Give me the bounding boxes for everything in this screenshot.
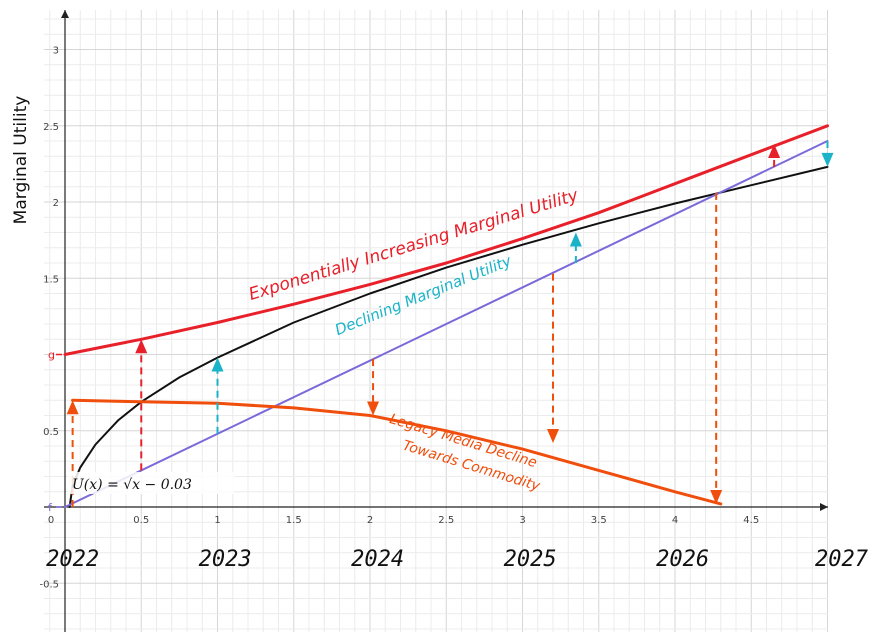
x-tick-label: 1 bbox=[214, 515, 220, 526]
arrowhead-icon bbox=[569, 232, 582, 247]
year-label: 2026 bbox=[656, 547, 709, 572]
series-line-sqrt bbox=[68, 165, 829, 508]
y-tick-label: 1.5 bbox=[43, 274, 59, 285]
x-tick-label: 1.5 bbox=[286, 515, 302, 526]
x-tick-label: 0 bbox=[48, 515, 54, 526]
series-line-linear bbox=[64, 140, 829, 508]
series-line-legacy bbox=[71, 398, 723, 506]
formula-label: U(x) = √x − 0.03 bbox=[72, 477, 192, 493]
year-label: 2024 bbox=[351, 547, 404, 572]
year-label: 2027 bbox=[815, 547, 869, 572]
x-tick-label: 3 bbox=[519, 515, 525, 526]
arrowhead-icon bbox=[66, 400, 79, 415]
x-axis-arrowhead bbox=[820, 503, 828, 511]
y-tick-label: 2 bbox=[53, 198, 59, 209]
x-tick-label: 0.5 bbox=[133, 515, 149, 526]
y-tick-label: 0.5 bbox=[43, 427, 59, 438]
year-labels: 2022 2023 2024 2025 2026 2027 bbox=[46, 547, 869, 572]
y-tick-label: 2.5 bbox=[43, 122, 59, 133]
x-tick-label: 2.5 bbox=[438, 515, 454, 526]
y-axis-arrowhead bbox=[61, 10, 69, 18]
arrowhead-icon bbox=[710, 489, 723, 504]
axes bbox=[44, 10, 828, 632]
point-label: g bbox=[48, 349, 55, 362]
series-line-exp bbox=[63, 124, 829, 356]
y-axis-label: Marginal Utility bbox=[11, 96, 31, 225]
year-label: 2022 bbox=[46, 547, 99, 572]
y-tick-label: -0.5 bbox=[39, 579, 59, 590]
tick-labels: 0 0.5 1 1.5 2 2.5 3 3.5 4 4.5 -0.5 0.5 1.5 2 2.5 3 bbox=[39, 46, 759, 591]
series-lines bbox=[63, 124, 829, 508]
arrowhead-icon bbox=[547, 428, 559, 443]
arrowhead-icon bbox=[821, 152, 834, 167]
x-tick-label: 4 bbox=[672, 515, 678, 526]
arrowhead-icon bbox=[367, 401, 380, 416]
grid bbox=[44, 10, 828, 632]
x-tick-label: 3.5 bbox=[591, 515, 607, 526]
x-tick-label: 4.5 bbox=[743, 515, 759, 526]
arrowhead-icon bbox=[768, 144, 781, 159]
formula-box bbox=[68, 472, 234, 494]
year-label: 2023 bbox=[199, 547, 252, 572]
point-label: f bbox=[48, 501, 53, 514]
point-labels: gf bbox=[48, 349, 62, 514]
x-tick-label: 2 bbox=[367, 515, 373, 526]
arrowhead-icon bbox=[211, 357, 224, 372]
annotation-exponential: Exponentially Increasing Marginal Utilit… bbox=[247, 185, 582, 305]
year-label: 2025 bbox=[504, 547, 557, 572]
y-tick-label: 3 bbox=[53, 46, 59, 57]
arrowhead-icon bbox=[135, 339, 148, 354]
